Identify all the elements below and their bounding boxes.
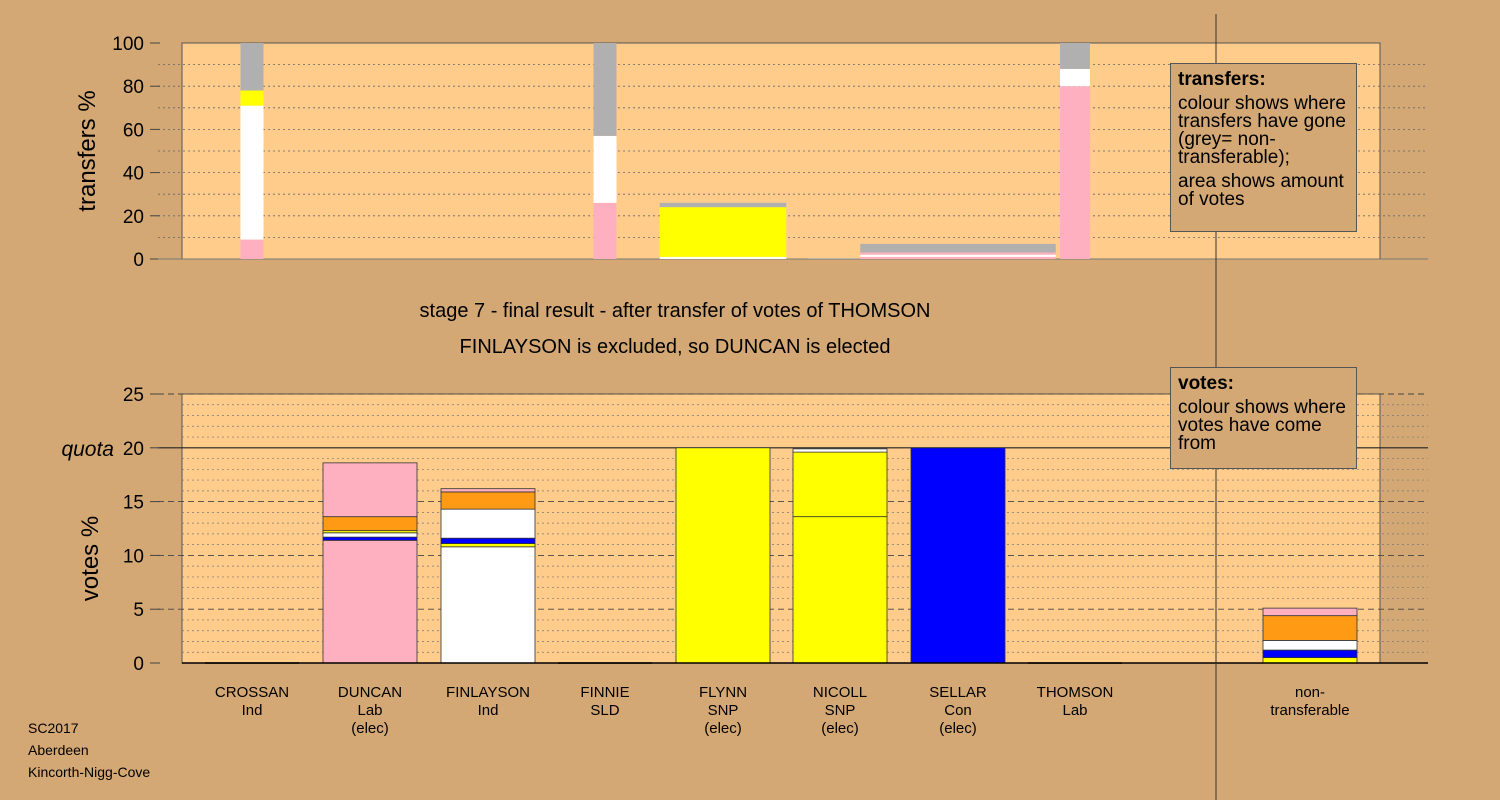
transfers-tick-label: 60 [123,120,144,141]
votes-tick-label: 5 [133,600,144,621]
vote-segment [675,447,771,664]
quota-label: quota [61,438,114,461]
vote-segment [322,539,418,664]
transfer-segment [240,239,264,259]
transfer-segment [860,243,1056,253]
transfer-segment [860,252,1056,255]
nontransferable-segment [1262,649,1358,659]
nontransferable-segment [1262,607,1358,617]
candidate-party: Ind [242,702,263,719]
vote-segment [440,546,536,664]
vote-segment [440,543,536,548]
vote-segment [792,448,888,453]
candidate-name: FINNIE [580,684,629,701]
footer-ward: Kincorth-Nigg-Cove [28,764,151,780]
transfer-segment [1060,68,1090,87]
transfer-segment [240,105,264,240]
candidate-status: (elec) [704,720,742,737]
result-caption: FINLAYSON is excluded, so DUNCAN is elec… [459,336,891,358]
candidate-party: Con [944,702,972,719]
transfers-legend-area-text: area shows amount of votes [1178,171,1344,210]
transfer-segment [593,43,617,136]
candidate-party: SLD [590,702,619,719]
vote-segment [440,537,536,544]
candidate-name: NICOLL [813,684,867,701]
candidate-party: SNP [825,702,856,719]
nontransferable-segment [1262,657,1358,664]
nontransferable-label: transferable [1270,702,1349,719]
nontransferable-segment [1262,615,1358,641]
transfer-segment [860,254,1056,257]
votes-legend: votes: colour shows where votes have com… [1170,367,1357,469]
candidate-name: FINLAYSON [446,684,530,701]
candidate-name: SELLAR [929,684,987,701]
transfers-tick-label: 40 [123,164,144,185]
vote-segment [440,508,536,539]
candidate-party: SNP [708,702,739,719]
votes-tick-label: 10 [123,546,144,567]
candidate-name: THOMSON [1037,684,1114,701]
footer-election: SC2017 [28,720,79,736]
vote-segment [440,488,536,493]
transfer-segment [240,90,264,106]
vote-segment [322,536,418,541]
stage-caption: stage 7 - final result - after transfer … [419,300,931,322]
transfer-segment [807,258,873,259]
transfer-segment [659,207,787,257]
votes-legend-text: colour shows where votes have come from [1178,397,1346,454]
candidate-name: CROSSAN [215,684,289,701]
candidate-name: FLYNN [699,684,747,701]
transfer-segment [593,202,617,259]
candidate-party: Lab [1062,702,1087,719]
votes-tick-label: 25 [123,385,144,406]
candidate-name: DUNCAN [338,684,402,701]
transfer-segment [659,256,787,259]
vote-segment [322,462,418,518]
transfer-segment [860,256,1056,259]
candidate-party: Ind [478,702,499,719]
votes-tick-label: 20 [123,439,144,460]
transfer-segment [1060,43,1090,69]
transfers-axis-label: transfers % [74,90,101,211]
votes-tick-label: 15 [123,493,144,514]
transfer-segment [240,43,264,91]
candidate-status: (elec) [821,720,859,737]
transfers-tick-label: 80 [123,77,144,98]
vote-segment [440,491,536,510]
footer-council: Aberdeen [28,742,89,758]
votes-tick-label: 0 [133,654,144,675]
candidate-status: (elec) [351,720,389,737]
transfer-segment [1060,86,1090,259]
vote-segment [322,516,418,532]
nontransferable-segment [1262,640,1358,651]
vote-segment [792,451,888,518]
transfer-segment [593,135,617,203]
candidate-party: Lab [357,702,382,719]
transfers-tick-label: 20 [123,207,144,228]
candidate-status: (elec) [939,720,977,737]
vote-segment [910,447,1006,664]
transfers-legend-colour-text: colour shows where transfers have gone (… [1178,93,1346,168]
transfers-legend: transfers: colour shows where transfers … [1170,63,1357,232]
vote-segment [322,532,418,538]
transfer-segment [659,202,787,208]
nontransferable-label: non- [1295,684,1325,701]
transfers-legend-title: transfers: [1178,69,1266,90]
transfers-tick-label: 100 [112,34,144,55]
transfers-tick-label: 0 [133,250,144,271]
votes-axis-label: votes % [77,516,104,601]
vote-segment [792,516,888,664]
votes-legend-title: votes: [1178,373,1234,394]
